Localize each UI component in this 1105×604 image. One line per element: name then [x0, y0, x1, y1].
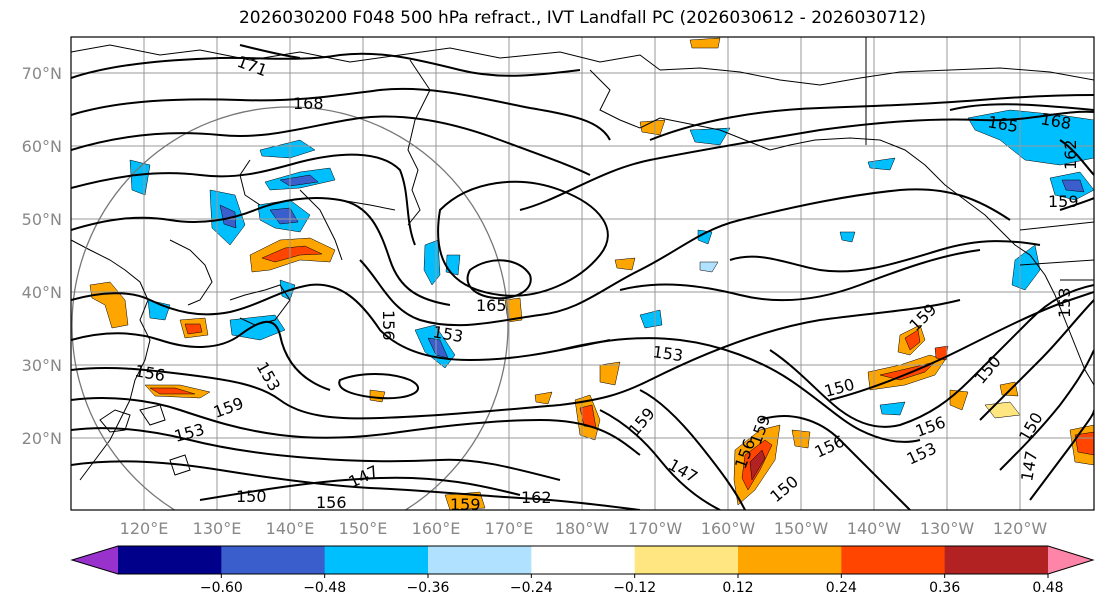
contour-label: 156 — [379, 310, 398, 341]
colorbar-tick-label: 0.36 — [929, 580, 960, 596]
map-plot-area: 171 168 165 168 162 159 165 156 153 153 … — [71, 37, 1094, 514]
colorbar-tick-label: 0.48 — [1032, 580, 1063, 596]
colorbar-box — [841, 546, 946, 574]
colorbar-tick-label: 0.12 — [722, 580, 753, 596]
contour-label: 162 — [521, 488, 552, 507]
contour-label: 159 — [1048, 192, 1079, 211]
lat-label-40: 40°N — [22, 283, 62, 302]
range-circle — [71, 106, 509, 510]
lon-label: 150°E — [339, 519, 388, 538]
latitude-labels: 70°N 60°N 50°N 40°N 30°N 20°N — [22, 64, 62, 448]
lat-label-30: 30°N — [22, 356, 62, 375]
colorbar-extend-low — [72, 546, 118, 574]
longitude-labels: 120°E 130°E 140°E 150°E 160°E 170°E 180°… — [120, 519, 1048, 538]
lon-label: 130°E — [193, 519, 242, 538]
contour-label: 165 — [476, 296, 507, 315]
lon-label: 160°W — [701, 519, 756, 538]
lon-label: 120°W — [993, 519, 1048, 538]
lon-label: 160°E — [412, 519, 461, 538]
colorbar: −0.60 −0.48 −0.36 −0.24 −0.12 0.12 0.24 0.36 0.4… — [70, 545, 1095, 596]
lon-label: 170°E — [485, 519, 534, 538]
contour-label: 153 — [651, 342, 684, 365]
lat-label-70: 70°N — [22, 64, 62, 83]
colorbar-box — [531, 546, 636, 574]
lon-label: 170°W — [628, 519, 683, 538]
lon-label: 140°W — [847, 519, 902, 538]
colorbar-box — [428, 546, 532, 574]
colorbar-tick-label: −0.48 — [303, 580, 346, 596]
colorbar-extend-high — [1048, 546, 1093, 574]
contour-label: 150 — [236, 487, 267, 506]
lon-label: 150°W — [774, 519, 829, 538]
colorbar-tick-label: −0.12 — [613, 580, 656, 596]
contour-label: 168 — [293, 94, 324, 113]
colorbar-box — [738, 546, 842, 574]
contour-label: 159 — [450, 495, 481, 514]
colorbar-tick-label: 0.24 — [826, 580, 857, 596]
refractivity-contours — [71, 44, 1094, 510]
lon-label: 120°E — [120, 519, 169, 538]
lat-label-50: 50°N — [22, 210, 62, 229]
colorbar-box — [118, 546, 222, 574]
colorbar-tick-label: −0.60 — [200, 580, 243, 596]
contour-label: 153 — [1055, 287, 1074, 318]
lon-label: 140°E — [266, 519, 315, 538]
graticule — [71, 37, 1094, 510]
lon-label: 130°W — [920, 519, 975, 538]
lon-label: 180°W — [555, 519, 610, 538]
colorbar-box — [324, 546, 429, 574]
map-frame — [70, 36, 1095, 511]
coastlines — [71, 37, 1094, 481]
colorbar-outline — [70, 545, 1095, 575]
colorbar-box — [944, 546, 1049, 574]
colorbar-tick-label: −0.36 — [407, 580, 450, 596]
lat-label-20: 20°N — [22, 429, 62, 448]
contour-label: 162 — [1061, 139, 1080, 170]
colorbar-tick-label: −0.24 — [510, 580, 553, 596]
lat-label-60: 60°N — [22, 137, 62, 156]
colorbar-box — [634, 546, 739, 574]
colorbar-box — [221, 546, 326, 574]
contour-label: 156 — [316, 493, 347, 512]
map-title: 2026030200 F048 500 hPa refract., IVT La… — [238, 8, 926, 28]
